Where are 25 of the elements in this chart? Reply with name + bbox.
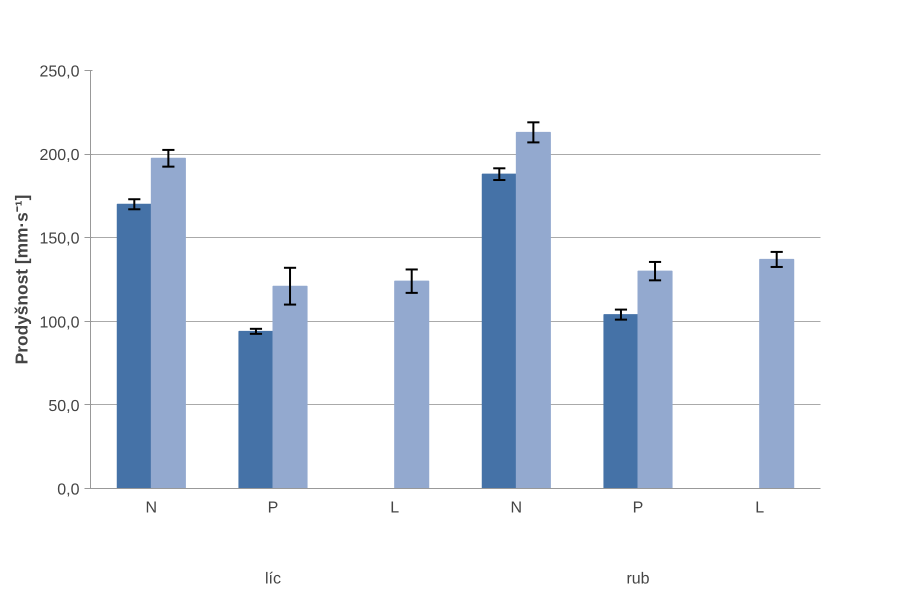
bar — [272, 286, 308, 488]
x-tick-label: L — [755, 500, 764, 516]
text: rub — [626, 570, 650, 588]
bar — [759, 258, 794, 488]
y-tick-label: 200,0 — [39, 147, 80, 164]
x-tick-label: P — [268, 500, 278, 516]
y-axis-title: Prodyšnost [mm·s⁻¹] — [11, 194, 32, 364]
bar — [394, 280, 430, 488]
bar — [603, 314, 638, 488]
bar — [482, 174, 517, 488]
y-tick-label: 150,0 — [39, 230, 80, 248]
bar — [238, 330, 274, 488]
bar — [150, 158, 186, 488]
y-tick-label: 50,0 — [48, 398, 80, 415]
bar — [638, 270, 673, 488]
x-tick-label: L — [390, 500, 400, 516]
x-tick-label: N — [146, 500, 158, 516]
bar — [116, 204, 152, 488]
bar — [516, 132, 551, 488]
x-tick-label: P — [632, 500, 644, 516]
x-tick-label: N — [510, 500, 522, 516]
y-tick-label: 0,0 — [57, 482, 80, 498]
y-tick-label: 250,0 — [39, 64, 80, 80]
y-tick-label: 100,0 — [39, 314, 80, 332]
text: líc — [265, 570, 281, 588]
